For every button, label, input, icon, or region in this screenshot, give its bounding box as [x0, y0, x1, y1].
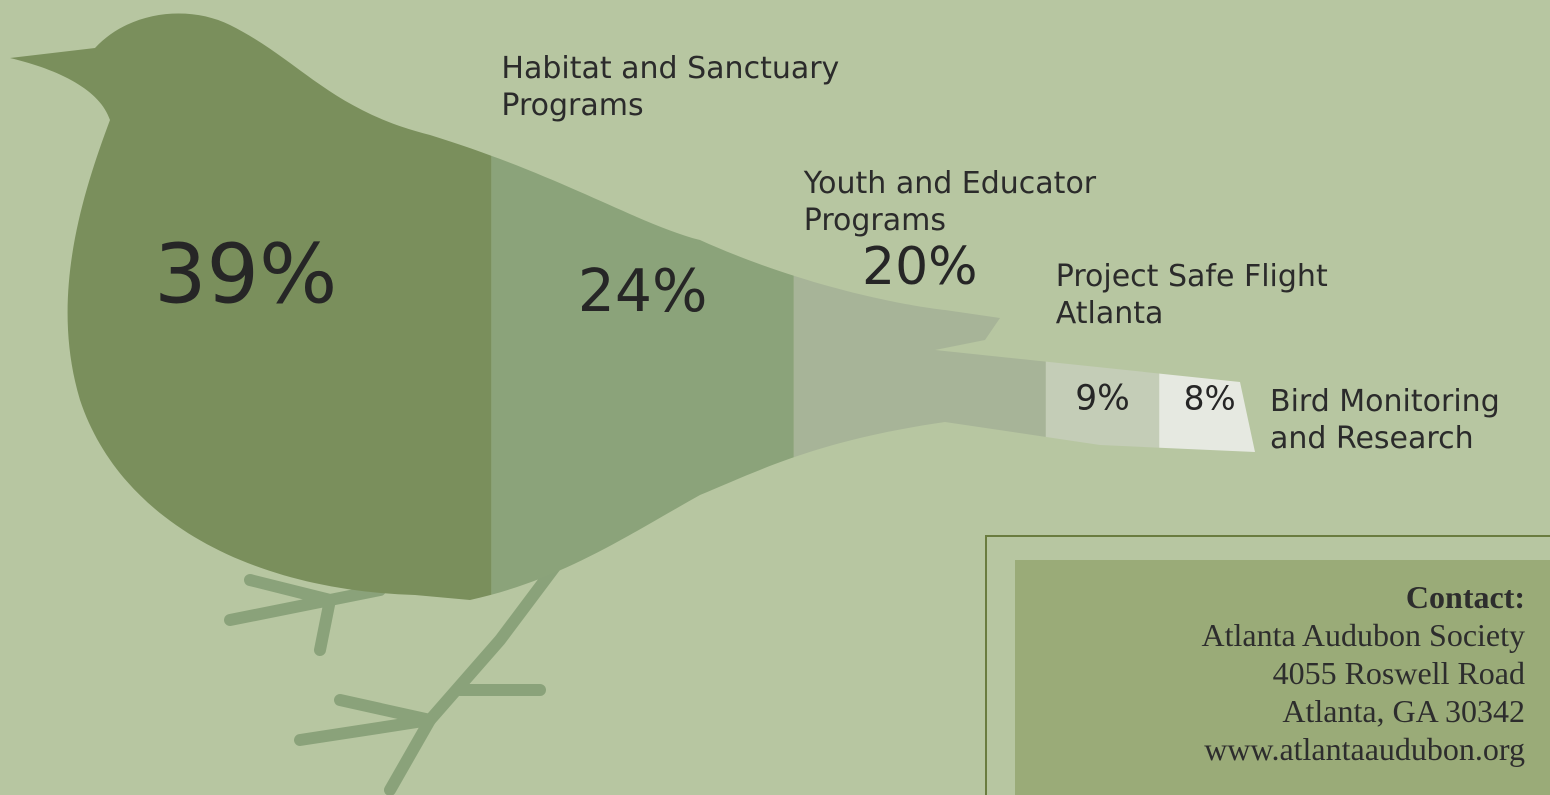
contact-line: Atlanta, GA 30342 [1282, 693, 1525, 729]
value-label: 8% [1184, 380, 1236, 418]
bird-legs [224, 554, 566, 795]
contact-line: Atlanta Audubon Society [1201, 617, 1525, 653]
category-label: Project Safe Flight Atlanta [1055, 259, 1328, 331]
category-label: Bird Monitoring and Research [1270, 384, 1500, 456]
category-label: Habitat and Sanctuary Programs [501, 51, 840, 123]
value-label: 39% [154, 227, 337, 322]
contact-line: www.atlantaaudubon.org [1204, 731, 1525, 767]
value-label: 20% [862, 237, 978, 297]
value-label: 9% [1075, 379, 1130, 419]
value-label: 24% [578, 257, 708, 325]
contact-frame [985, 535, 1550, 795]
contact-text: Contact: Atlanta Audubon Society 4055 Ro… [1201, 578, 1525, 768]
segment [10, 13, 492, 601]
contact-heading: Contact: [1405, 579, 1525, 615]
contact-line: 4055 Roswell Road [1272, 655, 1525, 691]
contact-box: Contact: Atlanta Audubon Society 4055 Ro… [1015, 560, 1550, 795]
category-label: Youth and Educator Programs [803, 166, 1097, 238]
